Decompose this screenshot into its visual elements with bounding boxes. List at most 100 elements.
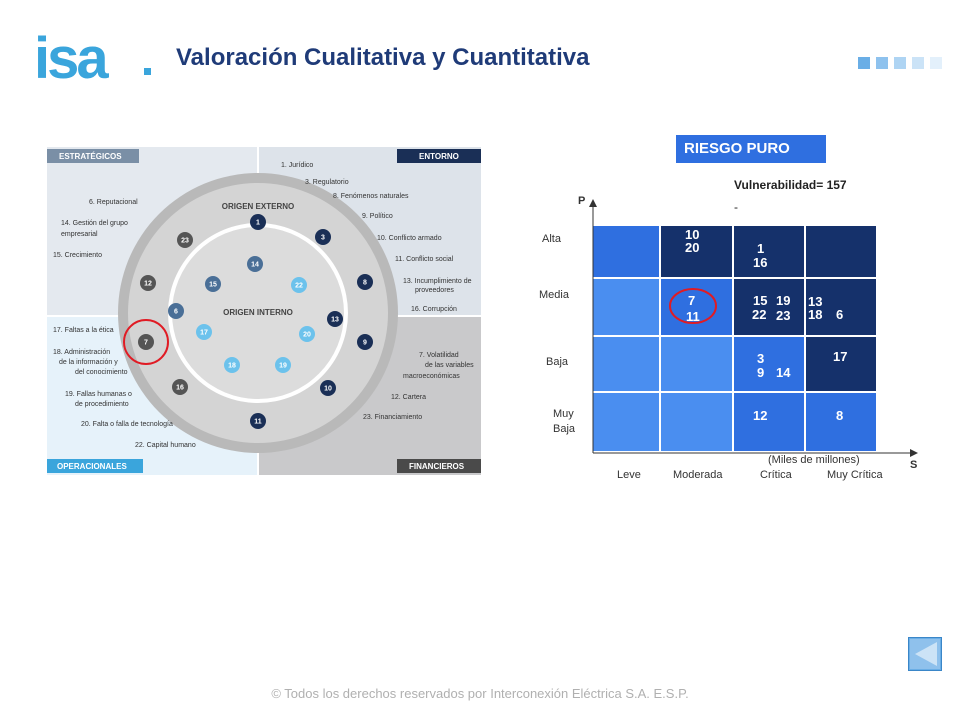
operational-header <box>47 459 143 473</box>
risk-badge <box>291 277 307 293</box>
svg-text:de procedimiento: de procedimiento <box>75 401 129 408</box>
svg-text:15. Crecimiento: 15. Crecimiento <box>53 252 102 259</box>
cell-num: 19 <box>776 293 790 308</box>
vulnerability-text: Vulnerabilidad= 157 <box>734 178 847 192</box>
riesgo-puro-label: RIESGO PURO <box>676 135 826 163</box>
highlight-circle-7-matrix <box>669 288 717 324</box>
risk-badge <box>205 276 221 292</box>
logo-text: isa <box>34 30 109 86</box>
risk-badge <box>168 303 184 319</box>
cell-muybaja-critica <box>734 393 804 451</box>
cell-muybaja-leve <box>593 393 659 451</box>
risk-badge <box>327 311 343 327</box>
cell-num: 8 <box>836 408 843 423</box>
svg-text:11. Conflicto social: 11. Conflicto social <box>395 256 454 263</box>
cell-num: 11 <box>686 309 700 324</box>
svg-text:14. Gestión del grupo: 14. Gestión del grupo <box>61 220 128 227</box>
svg-text:20. Falta o falla de tecnologí: 20. Falta o falla de tecnología <box>81 421 173 428</box>
risk-badge <box>357 274 373 290</box>
risk-badge <box>275 357 291 373</box>
cell-alta-critica <box>734 226 804 277</box>
svg-text:22. Capital humano: 22. Capital humano <box>135 442 196 449</box>
risk-badge <box>224 357 240 373</box>
risk-badge <box>196 324 212 340</box>
risk-badge <box>247 256 263 272</box>
risk-badge-label: 16 <box>176 385 184 392</box>
cell-media-critica <box>734 279 804 335</box>
cell-media-leve <box>593 279 659 335</box>
risk-badge-label: 20 <box>303 332 311 339</box>
y-axis-letter: P <box>578 195 585 207</box>
financial-label: FINANCIEROS <box>409 462 465 471</box>
risk-matrix: P S (Miles de millones) Alta Media Baja … <box>539 195 918 481</box>
cell-media-muy-critica <box>806 279 876 335</box>
svg-text:8. Fenómenos naturales: 8. Fenómenos naturales <box>333 193 409 200</box>
x-axis-letter: S <box>910 459 917 471</box>
page-title: Valoración Cualitativa y Cuantitativa <box>176 44 590 71</box>
svg-text:18. Administración: 18. Administración <box>53 349 110 356</box>
risk-badge-label: 11 <box>254 419 262 426</box>
strategic-items: 6. Reputacional 14. Gestión del grupo em… <box>53 199 138 259</box>
svg-text:16. Corrupción: 16. Corrupción <box>411 306 457 313</box>
risk-badge-label: 6 <box>174 309 178 316</box>
svg-text:1. Jurídico: 1. Jurídico <box>281 162 313 169</box>
cell-num: 17 <box>833 349 847 364</box>
y-axis-arrow <box>589 199 597 207</box>
environment-header <box>397 149 481 163</box>
triangle-left-icon <box>910 639 940 669</box>
x-axis-arrow <box>910 449 918 457</box>
highlight-circle-7 <box>123 319 169 365</box>
cell-num: 22 <box>752 307 766 322</box>
inner-ring-fill <box>172 227 344 399</box>
svg-text:de las variables: de las variables <box>425 362 474 369</box>
cell-baja-moderada <box>661 337 732 391</box>
cell-num: 1 <box>757 241 764 256</box>
svg-text:23. Financiamiento: 23. Financiamiento <box>363 414 422 421</box>
environment-label: ENTORNO <box>419 152 459 161</box>
outer-ring-label: ORIGEN EXTERNO <box>222 202 294 211</box>
risk-badge-label: 17 <box>200 330 208 337</box>
risk-badge-label: 13 <box>331 317 339 324</box>
cell-alta-muy-critica <box>806 226 876 277</box>
col-label-muy-critica: Muy Crítica <box>827 469 884 481</box>
svg-text:12. Cartera: 12. Cartera <box>391 394 426 401</box>
decorative-squares <box>858 56 948 74</box>
svg-text:17. Faltas a la ética: 17. Faltas a la ética <box>53 327 114 334</box>
cell-num: 10 <box>685 227 699 242</box>
risk-badge-label: 18 <box>228 363 236 370</box>
operational-label: OPERACIONALES <box>57 462 127 471</box>
financial-items: 7. Volatilidad de las variables macroeco… <box>363 352 474 421</box>
row-label-muy-baja: Baja <box>553 423 576 435</box>
svg-text:del conocimiento: del conocimiento <box>75 369 128 376</box>
svg-text:3. Regulatorio: 3. Regulatorio <box>305 179 349 186</box>
risk-badge-label: 19 <box>279 363 287 370</box>
svg-text:10. Conflicto armado: 10. Conflicto armado <box>377 235 442 242</box>
risk-badge-label: 8 <box>363 280 367 287</box>
cell-baja-muy-critica <box>806 337 876 391</box>
risk-badge <box>299 326 315 342</box>
cell-num: 14 <box>776 365 791 380</box>
cell-num: 18 <box>808 307 822 322</box>
cell-num: 6 <box>836 307 843 322</box>
back-button[interactable] <box>908 637 942 671</box>
col-label-critica: Crítica <box>760 469 793 481</box>
risk-badge <box>320 380 336 396</box>
risk-badge-label: 9 <box>363 340 367 347</box>
logo-dot <box>144 68 151 75</box>
risk-origin-diagram: ESTRATÉGICOS ENTORNO OPERACIONALES FINAN… <box>47 147 481 475</box>
svg-text:19. Fallas humanas o: 19. Fallas humanas o <box>65 391 132 398</box>
financial-header <box>397 459 481 473</box>
risk-badge <box>250 413 266 429</box>
risk-badge <box>357 334 373 350</box>
strategic-label: ESTRATÉGICOS <box>59 152 122 161</box>
environment-items: 1. Jurídico 3. Regulatorio 8. Fenómenos … <box>281 162 472 313</box>
risk-badge-label: 3 <box>321 235 325 242</box>
risk-badge <box>250 214 266 230</box>
risk-badge-label: 12 <box>144 281 152 288</box>
risk-badge <box>172 379 188 395</box>
row-label-alta: Alta <box>542 233 562 245</box>
cell-muybaja-muy-critica <box>806 393 876 451</box>
cell-num: 15 <box>753 293 767 308</box>
cell-alta-moderada <box>661 226 732 277</box>
